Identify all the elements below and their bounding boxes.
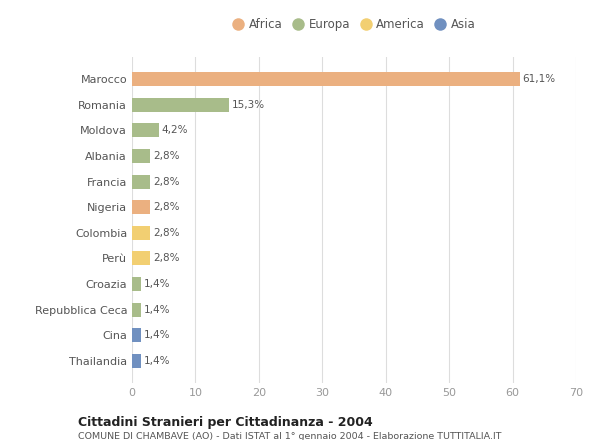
Bar xyxy=(132,277,141,291)
Bar xyxy=(132,303,141,317)
Bar xyxy=(132,328,141,342)
Bar xyxy=(132,200,150,214)
Text: 61,1%: 61,1% xyxy=(523,74,556,84)
Bar xyxy=(132,123,158,137)
Bar xyxy=(132,98,229,112)
Text: COMUNE DI CHAMBAVE (AO) - Dati ISTAT al 1° gennaio 2004 - Elaborazione TUTTITALI: COMUNE DI CHAMBAVE (AO) - Dati ISTAT al … xyxy=(78,432,502,440)
Bar xyxy=(132,175,150,189)
Text: 2,8%: 2,8% xyxy=(153,228,179,238)
Legend: Africa, Europa, America, Asia: Africa, Europa, America, Asia xyxy=(229,14,479,34)
Text: 2,8%: 2,8% xyxy=(153,202,179,212)
Text: 2,8%: 2,8% xyxy=(153,176,179,187)
Text: 15,3%: 15,3% xyxy=(232,100,265,110)
Text: Cittadini Stranieri per Cittadinanza - 2004: Cittadini Stranieri per Cittadinanza - 2… xyxy=(78,416,373,429)
Text: 1,4%: 1,4% xyxy=(144,279,170,289)
Bar xyxy=(132,226,150,240)
Text: 1,4%: 1,4% xyxy=(144,304,170,315)
Text: 4,2%: 4,2% xyxy=(162,125,188,136)
Text: 1,4%: 1,4% xyxy=(144,330,170,340)
Bar xyxy=(132,354,141,368)
Text: 1,4%: 1,4% xyxy=(144,356,170,366)
Text: 2,8%: 2,8% xyxy=(153,253,179,264)
Bar xyxy=(132,72,520,86)
Text: 2,8%: 2,8% xyxy=(153,151,179,161)
Bar xyxy=(132,149,150,163)
Bar xyxy=(132,251,150,265)
